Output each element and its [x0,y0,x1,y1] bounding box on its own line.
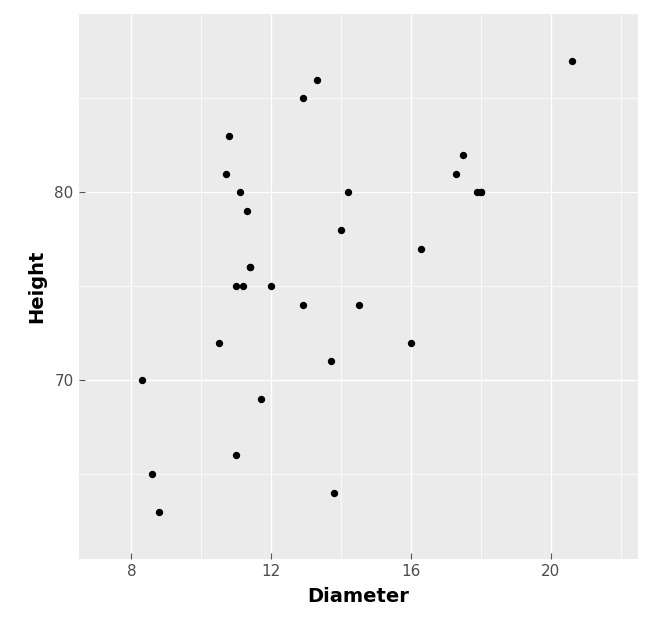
Point [147,469,158,479]
Point [297,300,308,310]
Point [245,263,256,273]
Point [231,450,241,460]
Point [224,131,235,141]
Point [214,337,224,348]
Point [220,168,231,179]
Point [238,281,248,291]
Point [472,187,482,197]
Point [343,187,353,197]
Point [266,281,276,291]
Point [416,244,426,254]
Point [137,375,147,385]
Point [329,488,339,498]
Point [451,168,462,179]
Y-axis label: Height: Height [27,249,46,323]
Point [297,93,308,103]
Point [241,206,252,216]
Point [231,281,241,291]
Point [312,75,322,85]
Point [567,56,577,66]
Point [336,225,346,235]
Point [235,187,245,197]
Point [256,394,266,404]
Point [155,506,165,517]
Point [458,149,469,160]
Point [476,187,486,197]
Point [325,356,336,367]
Point [476,187,486,197]
Point [353,300,364,310]
X-axis label: Diameter: Diameter [308,587,409,606]
Point [245,263,256,273]
Point [406,337,416,348]
